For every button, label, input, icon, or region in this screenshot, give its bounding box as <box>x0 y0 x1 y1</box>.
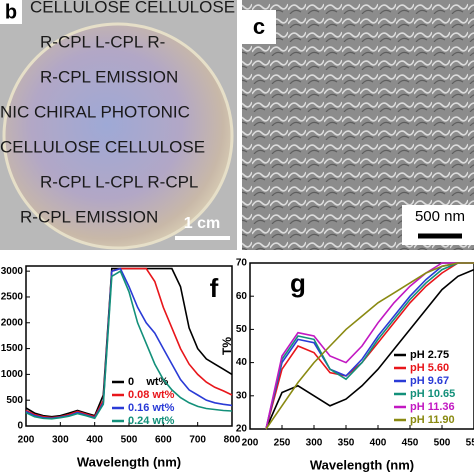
legend-label: 0.16 wt% <box>128 402 175 414</box>
x-tick-label: 300 <box>306 438 323 449</box>
y-tick-label: 500 <box>6 395 23 406</box>
y-tick-label: 1000 <box>1 369 24 380</box>
y-tick-label: 70 <box>236 258 248 269</box>
y-tick-label: 2000 <box>1 317 24 328</box>
legend-label: 0 wt% <box>128 376 169 388</box>
x-tick-label: 200 <box>242 438 259 449</box>
x-tick-label: 550 <box>466 438 474 449</box>
legend-label: pH 11.36 <box>410 401 455 413</box>
x-tick-label: 500 <box>434 438 451 449</box>
y-tick-label: 60 <box>236 291 248 302</box>
panel-label: g <box>290 268 306 298</box>
data-line <box>265 268 474 430</box>
label-box <box>0 0 22 24</box>
x-tick-label: 200 <box>18 435 35 446</box>
photo-text: CELLULOSE CELLULOSE <box>0 137 205 156</box>
x-tick-label: 500 <box>121 435 138 446</box>
data-line <box>265 262 474 430</box>
y-tick-label: 3000 <box>1 266 24 277</box>
x-tick-label: 600 <box>155 435 172 446</box>
data-line <box>25 270 233 420</box>
panel-label: c <box>253 14 265 39</box>
x-tick-label: 400 <box>370 438 387 449</box>
legend-label: pH 9.67 <box>410 375 449 387</box>
photo-text: R-CPL L-CPL R-CPL <box>40 172 198 191</box>
x-axis-label: Wavelength (nm) <box>77 454 181 469</box>
photo-text: R-CPL L-CPL R- <box>40 32 165 51</box>
photo-text: R-CPL EMISSION <box>20 207 158 226</box>
photo-b-text: CELLULOSE CELLULOSE R-CPL L-CPL R- R-CPL E… <box>0 0 235 226</box>
data-line <box>265 262 474 430</box>
panel-label: f <box>210 273 219 303</box>
legend-label: 0.08 wt% <box>128 389 175 401</box>
legend-label: pH 2.75 <box>410 349 449 361</box>
data-line <box>265 262 474 430</box>
x-tick-label: 300 <box>52 435 69 446</box>
data-line <box>265 262 474 430</box>
legend-label: pH 5.60 <box>410 362 449 374</box>
y-tick-label: 0 <box>17 421 23 432</box>
x-tick-label: 700 <box>189 435 206 446</box>
legend-label: 0.24 wt% <box>128 415 175 427</box>
panel-label: b <box>5 1 17 23</box>
x-tick-label: 400 <box>86 435 103 446</box>
y-tick-label: 2500 <box>1 292 24 303</box>
petri-dish <box>2 22 234 250</box>
data-line <box>265 262 474 430</box>
y-tick-label: 40 <box>236 357 248 368</box>
plot-frame <box>249 262 474 430</box>
scale-bar-label: 1 cm <box>184 215 220 232</box>
legend-label: pH 11.90 <box>410 414 455 426</box>
label-box <box>242 10 276 44</box>
x-tick-label: 250 <box>274 438 291 449</box>
y-tick-label: 20 <box>236 424 248 435</box>
x-tick-label: 450 <box>402 438 419 449</box>
scale-bar-label: 500 nm <box>415 208 465 225</box>
photo-text: R-CPL EMISSION <box>40 67 178 86</box>
photo-text: NIC CHIRAL PHOTONIC <box>0 102 190 121</box>
legend-label: pH 10.65 <box>410 388 455 400</box>
y-tick-label: 30 <box>236 390 248 401</box>
x-tick-label: 800 <box>224 435 241 446</box>
y-tick-label: 50 <box>236 324 248 335</box>
y-axis-label: T% <box>220 337 234 355</box>
x-tick-label: 350 <box>338 438 355 449</box>
y-tick-label: 1500 <box>1 343 24 354</box>
photo-text: CELLULOSE CELLULOSE <box>30 0 235 16</box>
x-axis-label: Wavelength (nm) <box>310 457 414 472</box>
